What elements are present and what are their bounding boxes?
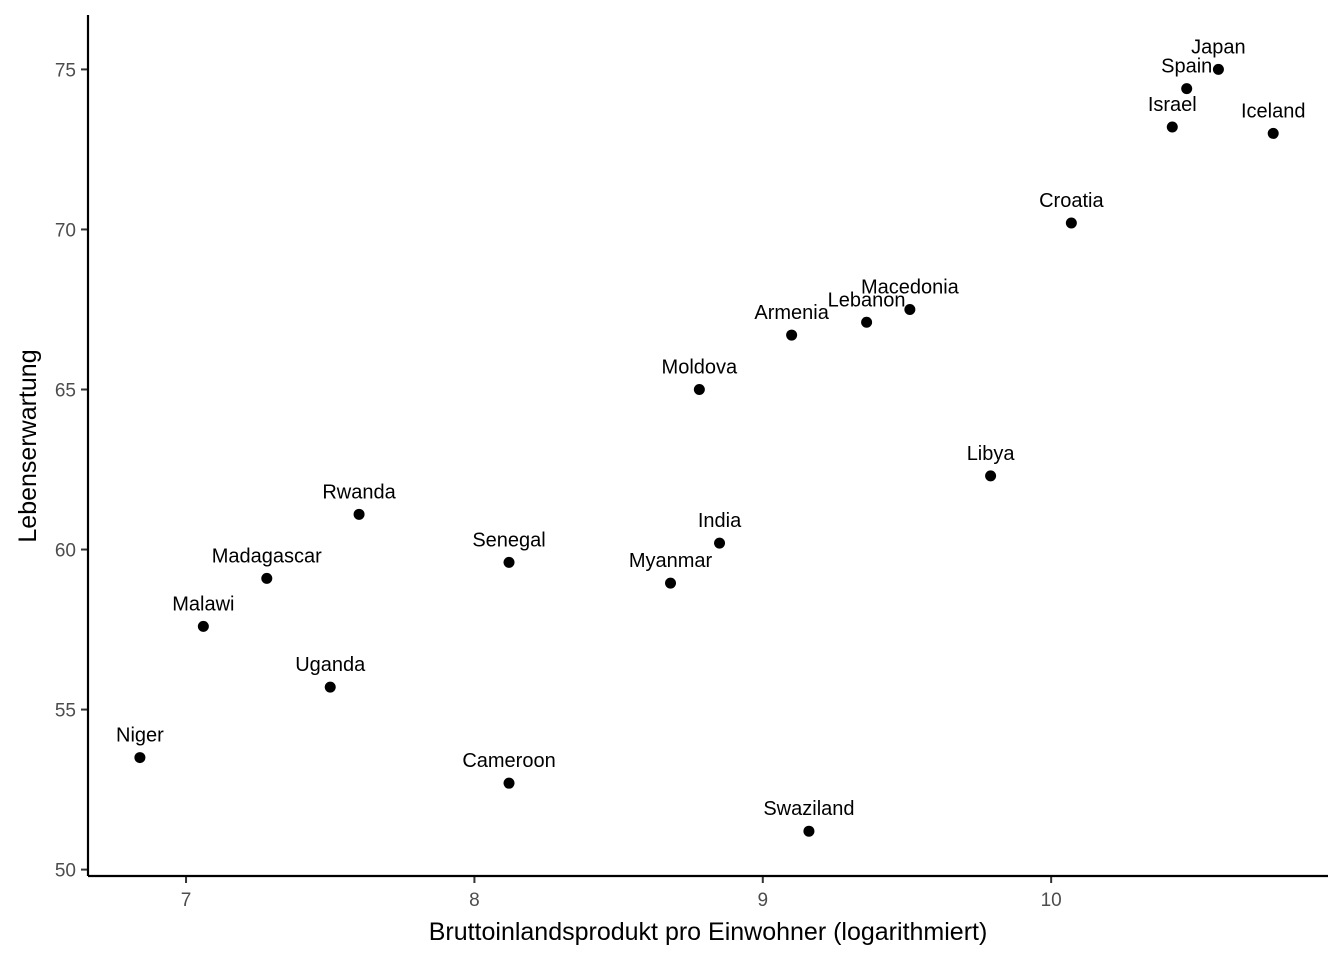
data-point-label: Moldova	[662, 356, 738, 378]
data-point-label: Israel	[1148, 94, 1197, 116]
data-point	[693, 383, 705, 395]
data-point	[324, 681, 336, 693]
x-tick-label: 9	[758, 890, 769, 911]
y-axis-ticks: 50 55 60 65 70 75	[55, 60, 88, 882]
data-point	[1181, 83, 1193, 95]
x-tick-label: 7	[181, 890, 192, 911]
data-point	[197, 620, 209, 632]
data-point-label: Niger	[116, 725, 164, 747]
x-axis-ticks: 7 8 9 10	[181, 876, 1062, 911]
data-point-label: Senegal	[472, 529, 545, 551]
data-point	[1166, 121, 1178, 133]
data-point-label: Malawi	[172, 593, 234, 615]
x-tick-label: 8	[469, 890, 480, 911]
y-axis-title: Lebenserwartung	[14, 349, 42, 542]
data-point-label: Madagascar	[212, 545, 322, 567]
data-point	[261, 572, 273, 584]
data-point	[786, 329, 798, 341]
data-point	[134, 752, 146, 764]
data-point	[503, 777, 515, 789]
data-point-label: Cameroon	[462, 750, 555, 772]
data-point	[985, 470, 997, 482]
data-point-label: Lebanon	[828, 289, 906, 311]
data-point	[665, 577, 677, 589]
data-point	[904, 303, 916, 315]
x-tick-label: 10	[1041, 890, 1062, 911]
data-point	[1267, 127, 1279, 139]
y-tick-label: 50	[55, 861, 76, 882]
y-tick-label: 70	[55, 220, 76, 241]
data-point	[861, 316, 873, 328]
data-point	[803, 825, 815, 837]
points-layer	[134, 63, 1279, 837]
data-point-label: Rwanda	[322, 481, 396, 503]
data-point	[1065, 217, 1077, 229]
data-point	[353, 508, 365, 520]
y-tick-label: 55	[55, 701, 76, 722]
data-point-label: Spain	[1161, 56, 1212, 78]
data-point-label: Croatia	[1039, 190, 1104, 212]
y-tick-label: 60	[55, 541, 76, 562]
data-point-label: Swaziland	[763, 798, 854, 820]
data-point-label: Libya	[967, 443, 1016, 465]
data-point-label: Armenia	[754, 302, 829, 324]
y-tick-label: 65	[55, 380, 76, 401]
data-point-label: Japan	[1191, 36, 1246, 58]
data-point-label: Uganda	[295, 654, 366, 676]
x-axis-title: Bruttoinlandsprodukt pro Einwohner (loga…	[429, 918, 988, 946]
data-point	[503, 556, 515, 568]
y-tick-label: 75	[55, 60, 76, 81]
data-point-label: Iceland	[1241, 100, 1306, 122]
data-point-label: Macedonia	[861, 276, 960, 298]
data-point-label: India	[698, 510, 742, 532]
data-point	[714, 537, 726, 549]
data-point	[1212, 63, 1224, 75]
data-point-label: Myanmar	[629, 550, 713, 572]
